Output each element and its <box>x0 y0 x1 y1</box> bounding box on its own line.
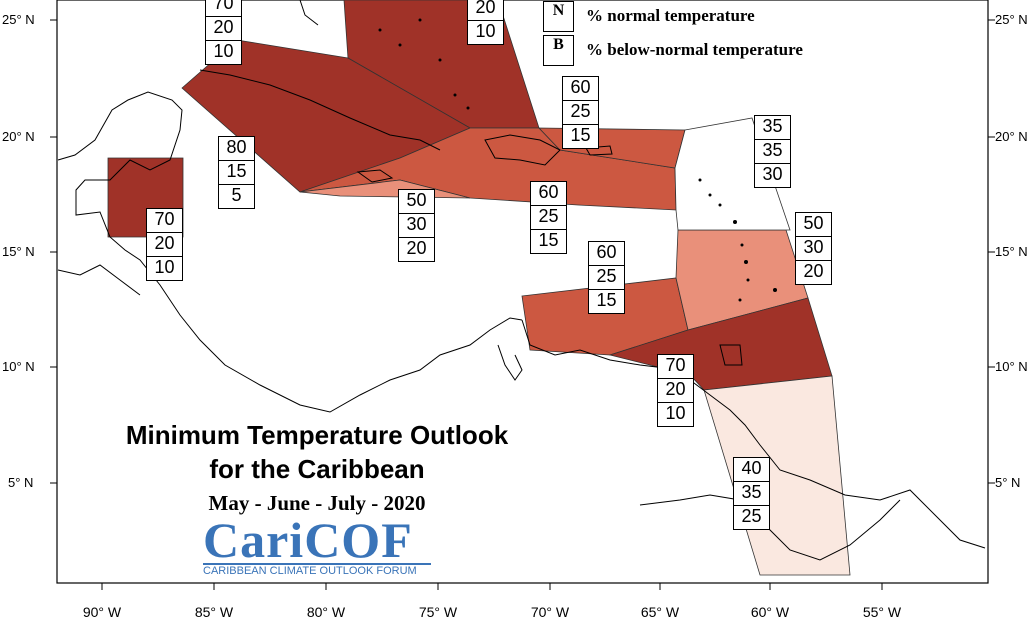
prob-box-cayman: 80 15 5 <box>218 136 255 209</box>
legend-text-normal: % normal temperature <box>586 6 755 25</box>
legend-key-n: N <box>543 0 574 32</box>
prob-box-lesser-antilles: 50 30 20 <box>795 212 832 285</box>
prob-box-guianas: 40 35 25 <box>733 457 770 530</box>
prob-box-trinidad: 70 20 10 <box>657 354 694 427</box>
prob-box-hispaniola: 60 25 15 <box>530 181 567 254</box>
south-america-coast <box>521 319 986 549</box>
legend-text-below: % below-normal temperature <box>586 40 803 59</box>
map-title-line2: for the Caribbean <box>209 454 425 484</box>
lon-label-65: 65° W <box>640 604 680 620</box>
jamaica-coast <box>356 169 394 183</box>
lat-label-25-right: 25° N <box>995 12 1028 27</box>
lat-label-10-right: 10° N <box>995 359 1028 374</box>
prob-box-cuba: 70 20 10 <box>205 0 242 65</box>
prob-box-bahamas: 20 10 <box>467 0 504 45</box>
lat-label-5: 5° N <box>8 475 34 490</box>
caricof-logo: CariCOF <box>203 512 413 568</box>
lat-label-20: 20° N <box>2 129 35 144</box>
legend-below: B % below-normal temperature <box>543 34 803 66</box>
prob-box-jamaica: 50 30 20 <box>398 189 435 262</box>
lat-label-15-right: 15° N <box>995 244 1028 259</box>
legend-key-b: B <box>543 34 574 66</box>
pacific-coast <box>57 264 141 296</box>
lon-label-75: 75° W <box>418 604 458 620</box>
lat-label-10: 10° N <box>2 359 35 374</box>
map-title: Minimum Temperature Outlook for the Cari… <box>60 418 574 486</box>
logo-rule <box>203 563 431 565</box>
maracaibo-coast <box>497 344 523 381</box>
legend-normal: N % normal temperature <box>543 0 755 32</box>
trinidad-coast <box>719 344 743 366</box>
map-frame <box>56 0 989 584</box>
central-america-coast <box>57 91 523 413</box>
lon-label-80: 80° W <box>306 604 346 620</box>
lat-label-20-right: 20° N <box>995 129 1028 144</box>
interior-border <box>639 494 901 561</box>
prob-box-leeward: 35 35 30 <box>754 115 791 188</box>
region-guianas <box>703 375 851 576</box>
lon-label-70: 70° W <box>530 604 570 620</box>
forecast-period: May - June - July - 2020 <box>208 491 426 515</box>
logo-tagline: CARIBBEAN CLIMATE OUTLOOK FORUM <box>203 565 417 577</box>
lon-label-55: 55° W <box>862 604 902 620</box>
lat-label-15: 15° N <box>2 244 35 259</box>
prob-box-puerto-rico: 60 25 15 <box>562 76 599 149</box>
prob-box-abc: 60 25 15 <box>588 241 625 314</box>
hispaniola-coast <box>484 134 561 166</box>
lon-label-90: 90° W <box>82 604 122 620</box>
puerto-rico-coast <box>585 145 613 156</box>
prob-box-belize: 70 20 10 <box>146 208 183 281</box>
lon-label-85: 85° W <box>194 604 234 620</box>
cuba-coast <box>199 69 441 151</box>
lat-label-5-right: 5° N <box>995 475 1021 490</box>
lat-label-25: 25° N <box>2 12 35 27</box>
lon-label-60: 60° W <box>750 604 790 620</box>
map-title-line1: Minimum Temperature Outlook <box>125 420 509 450</box>
florida-coast <box>299 0 319 26</box>
